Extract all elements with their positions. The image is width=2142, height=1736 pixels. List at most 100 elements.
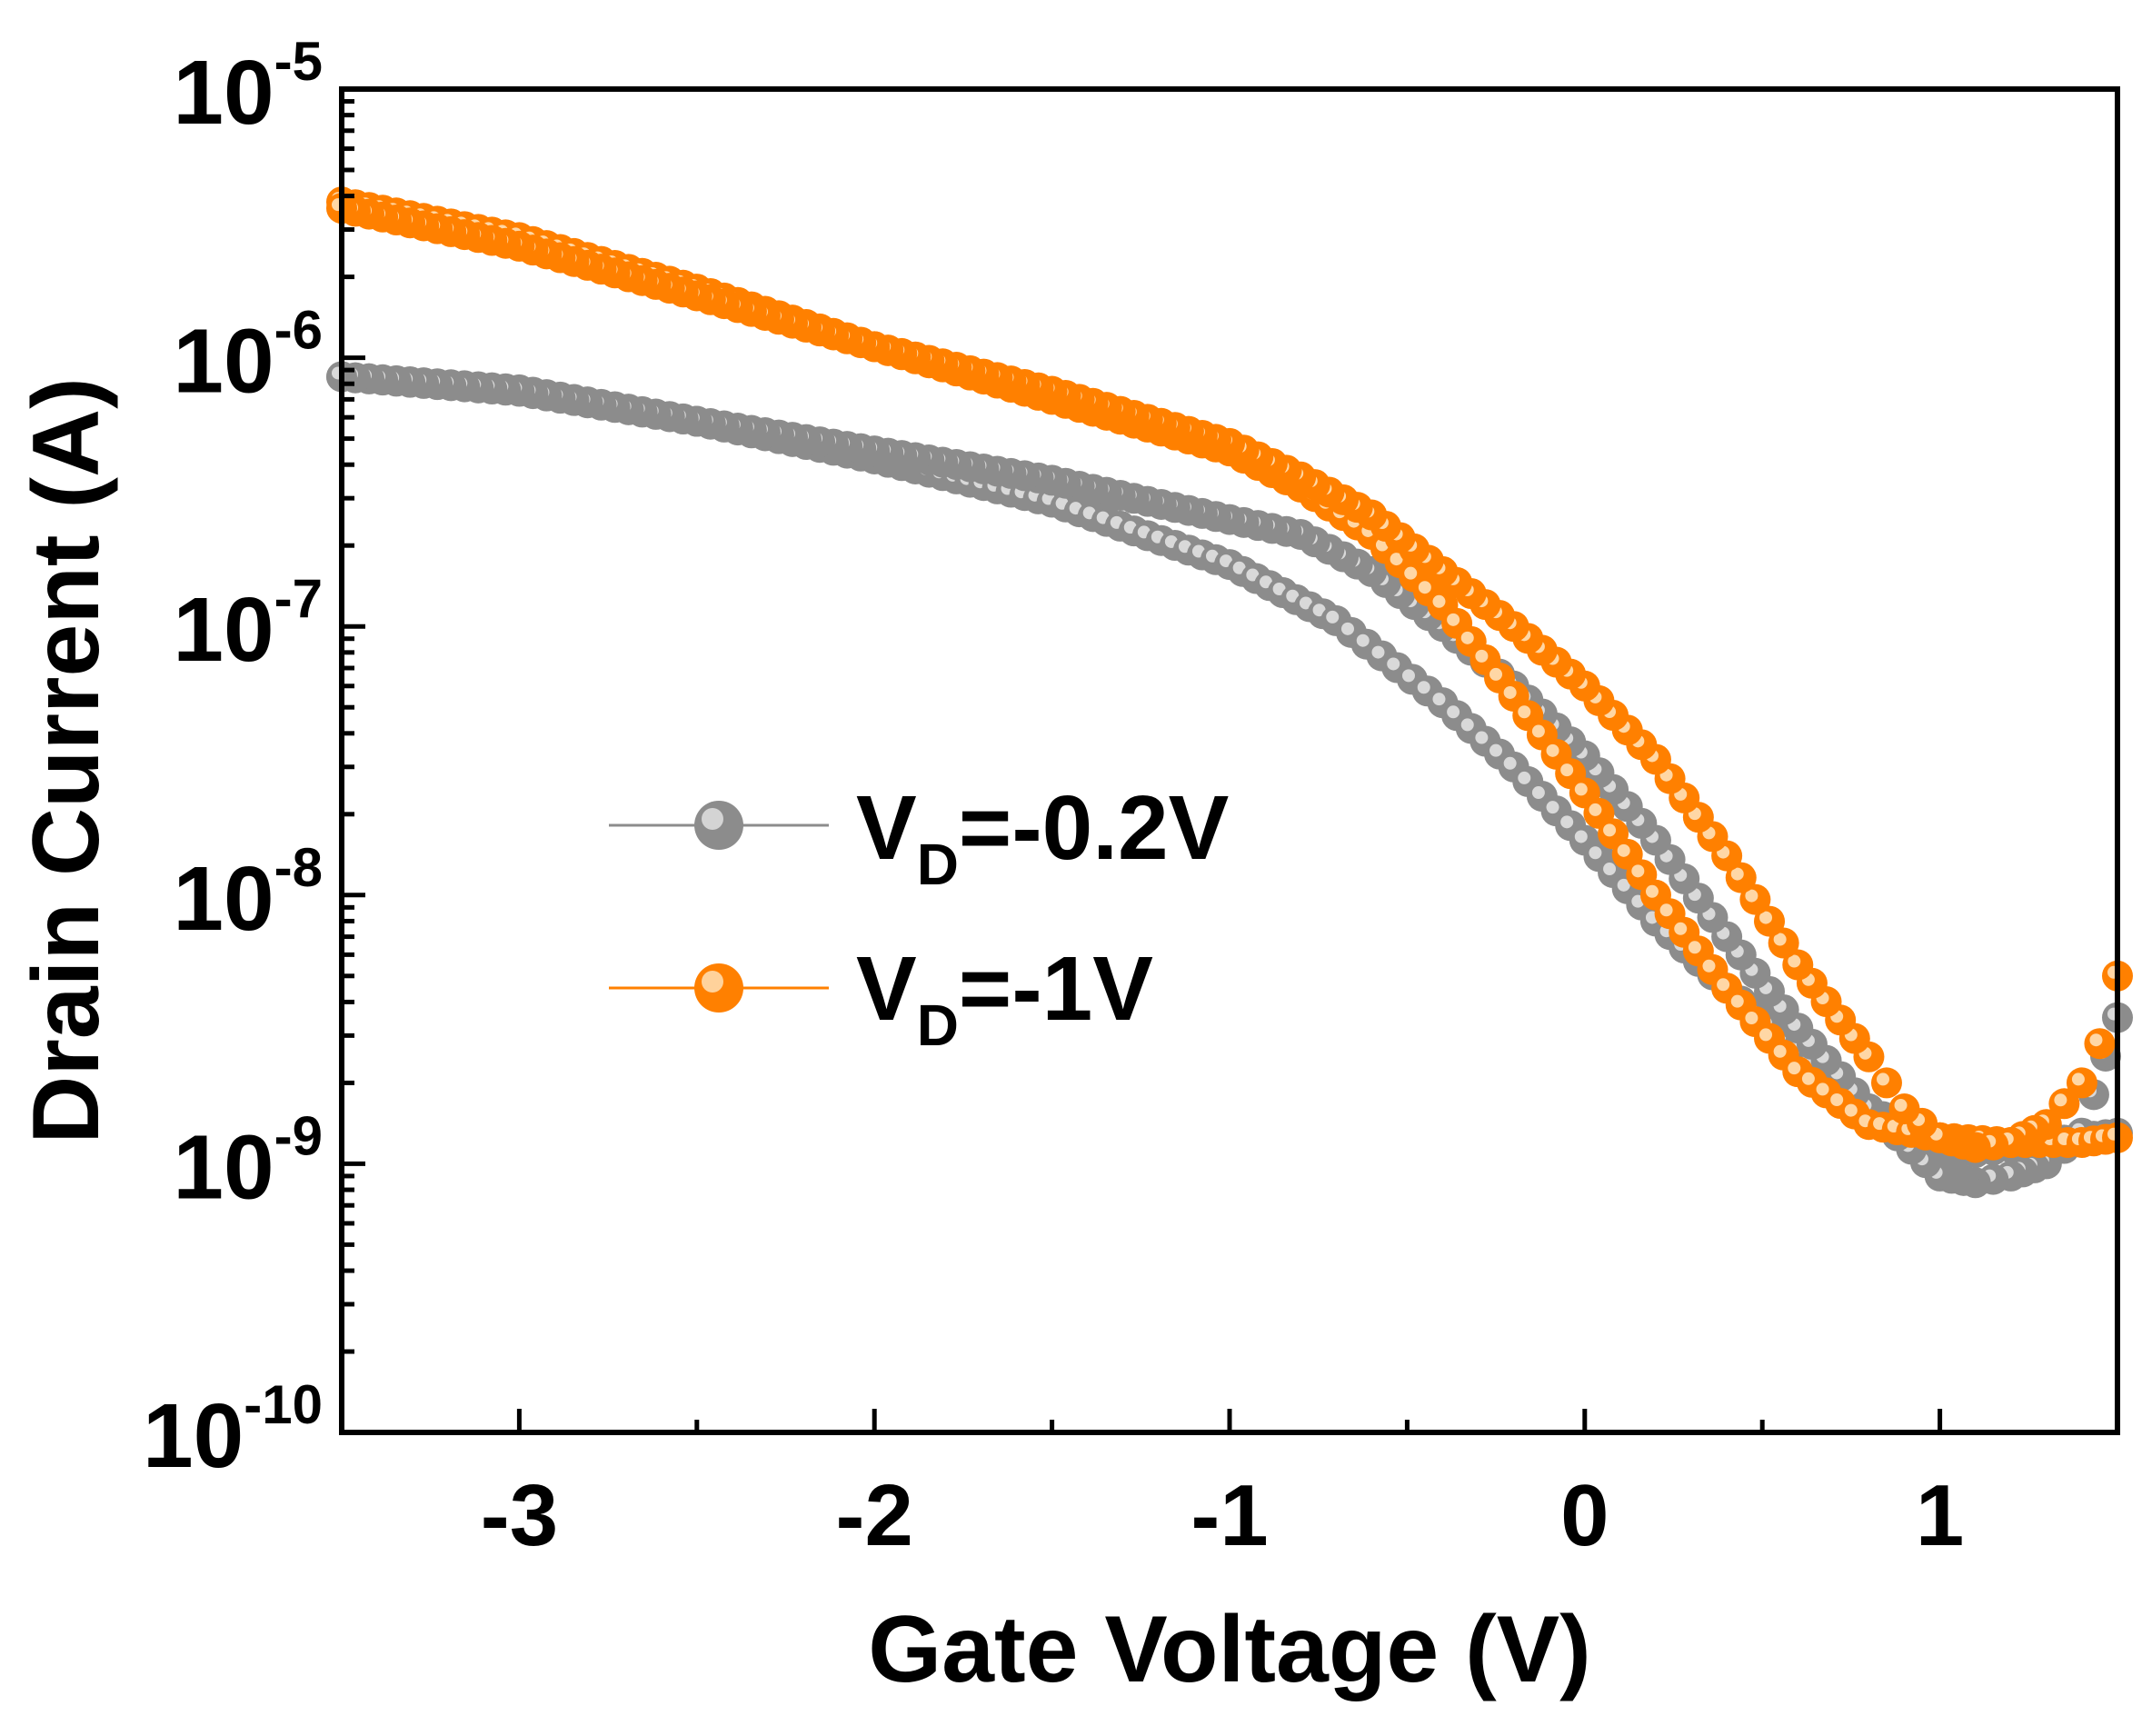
data-point-highlight — [1418, 581, 1431, 594]
data-point-highlight — [1371, 645, 1385, 659]
y-tick-label: 10-7 — [173, 568, 323, 681]
y-tick-label: 10-9 — [173, 1105, 323, 1218]
x-axis-label: Gate Voltage (V) — [868, 1597, 1591, 1702]
y-axis-ticks: 10-510-610-710-810-910-10 — [143, 31, 365, 1487]
x-tick-label: -2 — [836, 1467, 913, 1564]
data-point-highlight — [1730, 867, 1744, 881]
series-1 — [326, 361, 2133, 1199]
plot-frame — [339, 86, 2120, 1435]
y-tick-label-exponent: -8 — [274, 837, 323, 898]
data-point-highlight — [1603, 863, 1617, 876]
y-tick-label-exponent: -10 — [244, 1374, 323, 1435]
data-point-highlight — [1489, 743, 1503, 757]
data-point-highlight — [1702, 959, 1716, 973]
data-point-highlight — [1745, 889, 1758, 903]
data-point-highlight — [1312, 604, 1326, 617]
data-point-highlight — [1659, 903, 1673, 917]
x-tick-label: -3 — [481, 1467, 558, 1564]
legend-label-series-1: VD=-0.2V — [856, 777, 1230, 897]
legend-label-main-series-2: V — [856, 938, 917, 1040]
data-point-highlight — [1286, 589, 1300, 603]
data-point-highlight — [1432, 693, 1446, 706]
data-point-highlight — [1546, 801, 1559, 814]
data-point-highlight — [2054, 1093, 2067, 1107]
data-point-highlight — [1546, 743, 1559, 757]
data-point-highlight — [1876, 1073, 1889, 1086]
legend: VD=-0.2V VD=-1V — [609, 777, 1230, 1058]
data-point-highlight — [1674, 922, 1688, 935]
y-tick-label: 10-8 — [173, 837, 323, 950]
data-point-highlight — [1246, 568, 1260, 582]
data-point-highlight — [1801, 1072, 1815, 1085]
data-point-highlight — [1475, 731, 1489, 744]
data-point-highlight — [1844, 1103, 1858, 1117]
data-point-highlight — [1390, 553, 1403, 566]
legend-label-rest-series-1: =-0.2V — [959, 777, 1230, 879]
data-point-highlight — [1518, 771, 1531, 784]
legend-label-main-series-1: V — [856, 777, 917, 879]
y-tick-label-exponent: -9 — [274, 1105, 323, 1166]
data-point-highlight — [1518, 705, 1531, 719]
data-point-highlight — [1447, 705, 1460, 719]
y-axis-label: Drain Current (A) — [14, 377, 119, 1144]
legend-marker-highlight-series-2 — [702, 971, 723, 993]
data-point-highlight — [1432, 594, 1446, 608]
data-point-highlight — [1816, 1083, 1829, 1096]
data-point-highlight — [1387, 657, 1400, 671]
data-point-highlight — [1401, 669, 1415, 683]
data-point-highlight — [1356, 634, 1370, 647]
data-point-highlight — [1717, 978, 1730, 992]
data-point-highlight — [1272, 583, 1286, 596]
data-point-highlight — [1299, 596, 1312, 610]
y-tick-label: 10-10 — [143, 1374, 323, 1487]
data-point-highlight — [1688, 941, 1701, 954]
data-point-highlight — [1773, 933, 1787, 946]
data-point-highlight — [2089, 1033, 2103, 1047]
y-tick-label-base: 10 — [173, 1116, 274, 1218]
data-point-highlight — [1340, 622, 1354, 635]
data-point-highlight — [1259, 575, 1272, 589]
legend-label-rest-series-2: =-1V — [959, 938, 1153, 1040]
y-tick-label: 10-5 — [173, 31, 323, 144]
data-point-highlight — [1603, 823, 1617, 837]
data-point-highlight — [1617, 878, 1630, 892]
y-tick-label-exponent: -6 — [274, 300, 323, 361]
data-point-highlight — [1531, 724, 1545, 738]
x-tick-label: -1 — [1191, 1467, 1268, 1564]
data-series-layer — [326, 186, 2133, 1199]
data-point-highlight — [1788, 1062, 1801, 1075]
data-point-highlight — [1773, 1044, 1787, 1058]
y-tick-label-base: 10 — [173, 311, 274, 413]
data-point-highlight — [1475, 649, 1489, 663]
data-point-highlight — [1894, 1099, 1908, 1112]
legend-marker-highlight-series-1 — [702, 808, 723, 830]
y-tick-label-exponent: -7 — [274, 568, 323, 629]
data-point-highlight — [1447, 613, 1460, 626]
legend-label-series-2: VD=-1V — [856, 938, 1153, 1058]
x-tick-label: 1 — [1916, 1467, 1964, 1564]
data-point-highlight — [1489, 667, 1503, 681]
x-axis-ticks: -3 -2 -1 0 1 — [481, 1409, 1964, 1564]
y-tick-label: 10-6 — [173, 300, 323, 413]
data-point-highlight — [1460, 718, 1474, 732]
legend-label-sub-series-2: D — [917, 993, 959, 1058]
data-point-highlight — [1574, 783, 1588, 796]
data-point-highlight — [1417, 681, 1430, 694]
data-point-highlight — [1788, 954, 1801, 968]
y-tick-label-base: 10 — [173, 42, 274, 144]
data-point-highlight — [1617, 843, 1630, 857]
data-point-highlight — [2071, 1073, 2085, 1086]
data-point-highlight — [1220, 554, 1232, 568]
data-point-highlight — [1589, 803, 1602, 816]
data-point-highlight — [1631, 864, 1645, 878]
legend-label-sub-series-1: D — [917, 832, 959, 897]
data-point-highlight — [1574, 830, 1588, 843]
data-point-highlight — [1503, 756, 1517, 770]
data-point-highlight — [1830, 1092, 1844, 1106]
x-tick-label: 0 — [1560, 1467, 1609, 1564]
data-point-highlight — [1326, 610, 1340, 624]
data-point-highlight — [1404, 566, 1418, 580]
data-point-highlight — [1232, 561, 1246, 574]
data-point-highlight — [1560, 763, 1574, 777]
